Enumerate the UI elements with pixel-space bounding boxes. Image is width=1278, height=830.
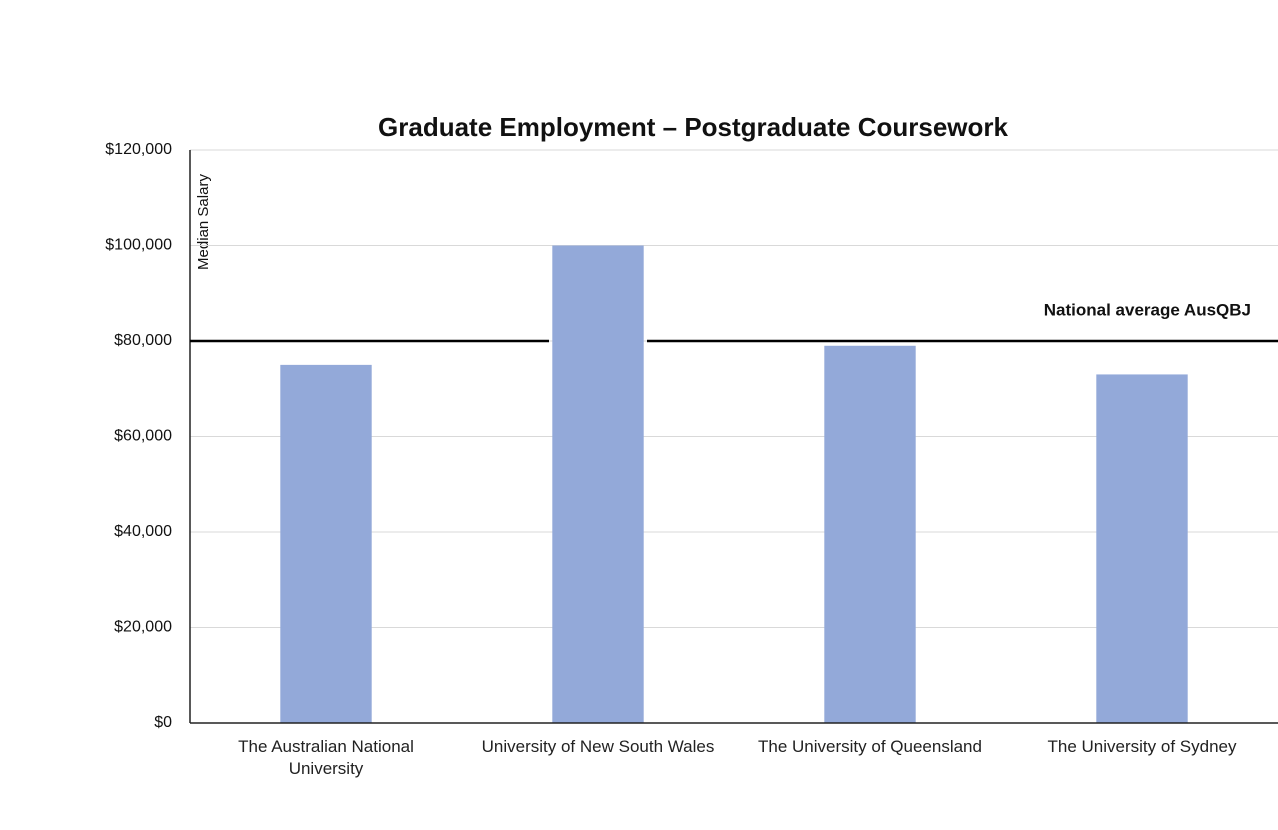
bar [824, 345, 916, 723]
bar [1096, 374, 1188, 723]
y-tick-label: $40,000 [114, 523, 172, 540]
y-tick-label: $20,000 [114, 619, 172, 636]
x-tick-label: The University of Queensland [758, 737, 982, 756]
y-tick-label: $0 [154, 714, 172, 731]
y-tick-label: $60,000 [114, 428, 172, 445]
y-axis-label: Median Salary [195, 174, 212, 270]
x-tick-label: University of New South Wales [481, 737, 715, 756]
y-tick-label: $80,000 [114, 332, 172, 349]
reference-label: National average AusQBJ [1044, 300, 1251, 319]
y-tick-label: $120,000 [105, 141, 172, 158]
x-tick-label: The University of Sydney [1047, 737, 1237, 756]
chart-title: Graduate Employment – Postgraduate Cours… [378, 112, 1008, 142]
x-tick-label: The Australian National University [238, 737, 414, 778]
bar [552, 245, 644, 723]
bar [280, 364, 372, 723]
y-tick-label: $100,000 [105, 237, 172, 254]
